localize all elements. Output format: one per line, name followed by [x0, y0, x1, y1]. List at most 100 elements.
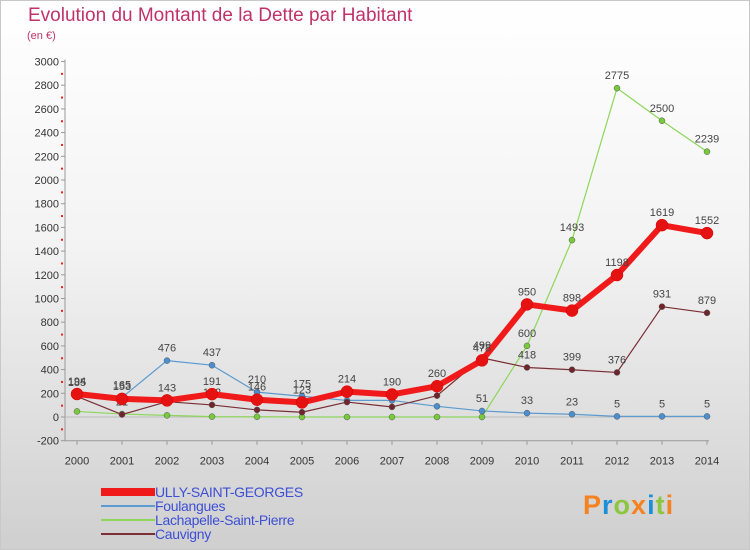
- data-point: [433, 413, 441, 421]
- data-label: 898: [563, 293, 581, 305]
- data-point: [70, 387, 84, 401]
- data-label: 600: [518, 328, 536, 340]
- x-tick-label: 2005: [290, 456, 314, 468]
- data-label: 1619: [650, 207, 674, 219]
- x-tick-label: 2010: [515, 456, 539, 468]
- data-point: [298, 409, 306, 416]
- y-minor-tick: [61, 143, 63, 146]
- data-point: [433, 403, 441, 410]
- y-minor-tick: [61, 333, 63, 336]
- data-label: 437: [203, 347, 221, 359]
- data-point: [250, 393, 264, 406]
- y-tick-label: 1200: [35, 270, 59, 282]
- y-minor-tick: [61, 380, 63, 383]
- y-tick-label: 2000: [35, 175, 59, 187]
- data-point: [205, 387, 219, 401]
- legend-label: Lachapelle-Saint-Pierre: [155, 512, 295, 528]
- data-point: [703, 309, 711, 317]
- data-label: 950: [518, 286, 536, 298]
- data-label: 5: [704, 398, 710, 410]
- data-point: [613, 369, 621, 376]
- legend-label: Cauvigny: [155, 526, 211, 542]
- y-minor-tick: [61, 404, 63, 407]
- data-point: [658, 303, 666, 310]
- data-point: [565, 304, 579, 317]
- legend-swatch: [101, 533, 155, 535]
- logo-letter: o: [613, 490, 632, 520]
- data-label: 1198: [605, 257, 629, 269]
- y-tick-label: 1800: [35, 199, 59, 211]
- x-tick-label: 2008: [425, 456, 449, 468]
- data-point: [613, 84, 621, 92]
- data-point: [523, 409, 531, 417]
- data-point: [388, 403, 396, 411]
- data-point: [703, 148, 711, 155]
- data-point: [433, 392, 441, 399]
- data-point: [115, 392, 129, 406]
- data-point: [478, 413, 486, 421]
- data-point: [520, 298, 534, 311]
- y-minor-tick: [61, 286, 63, 289]
- chart-title: Evolution du Montant de la Dette par Hab…: [28, 5, 413, 26]
- data-point: [295, 396, 309, 409]
- y-tick-label: 1000: [35, 294, 59, 306]
- x-tick-label: 2007: [380, 456, 404, 468]
- y-tick-label: 0: [53, 412, 59, 424]
- logo-letter: t: [655, 490, 666, 520]
- data-point: [160, 394, 174, 407]
- data-point: [253, 413, 261, 421]
- data-label: 1552: [695, 215, 719, 227]
- y-minor-tick: [61, 357, 63, 360]
- legend-swatch: [101, 519, 155, 521]
- data-point: [613, 413, 621, 420]
- y-tick-label: 2400: [35, 128, 59, 140]
- y-tick-label: 2600: [35, 104, 59, 116]
- x-tick-label: 2002: [155, 456, 179, 468]
- x-tick-label: 2004: [245, 456, 269, 468]
- data-label: 478: [473, 342, 491, 354]
- data-point: [703, 413, 711, 420]
- y-tick-label: 200: [41, 388, 59, 400]
- y-tick-label: 1400: [35, 246, 59, 258]
- data-point: [568, 366, 576, 373]
- logo-letter: x: [631, 490, 648, 520]
- x-tick-label: 2013: [650, 456, 674, 468]
- data-label: 476: [158, 343, 176, 355]
- data-point: [523, 364, 531, 371]
- data-point: [118, 411, 126, 418]
- data-point: [388, 413, 396, 421]
- y-minor-tick: [61, 167, 63, 170]
- data-label: 185: [68, 377, 86, 389]
- data-point: [478, 407, 486, 415]
- y-minor-tick: [61, 215, 63, 218]
- series-line-lachapelle-saint-pierre: [76, 87, 708, 418]
- legend-label: ULLY-SAINT-GEORGES: [155, 484, 303, 500]
- data-label: 931: [653, 289, 671, 301]
- y-minor-tick: [61, 96, 63, 99]
- data-point: [568, 236, 576, 244]
- y-tick-label: 400: [41, 365, 59, 377]
- y-tick-label: 600: [41, 341, 59, 353]
- data-point: [610, 268, 624, 282]
- data-point: [700, 226, 714, 240]
- x-tick-label: 2001: [110, 456, 134, 468]
- y-minor-tick: [61, 262, 63, 265]
- data-point: [385, 388, 399, 401]
- data-label: 123: [293, 384, 311, 396]
- legend-label: Foulangues: [155, 498, 226, 514]
- data-label: 2239: [695, 134, 719, 146]
- logo-letter: r: [602, 490, 614, 520]
- data-point: [208, 413, 216, 420]
- data-label: 23: [566, 396, 578, 408]
- data-point: [163, 357, 171, 364]
- data-point: [73, 408, 81, 415]
- y-tick-label: 2200: [35, 151, 59, 163]
- data-label: 143: [158, 382, 176, 394]
- x-tick-label: 2009: [470, 456, 494, 468]
- y-minor-tick: [61, 428, 63, 431]
- data-label: 399: [563, 352, 581, 364]
- data-point: [568, 411, 576, 418]
- data-label: 879: [698, 295, 716, 307]
- y-tick-label: 2800: [35, 80, 59, 92]
